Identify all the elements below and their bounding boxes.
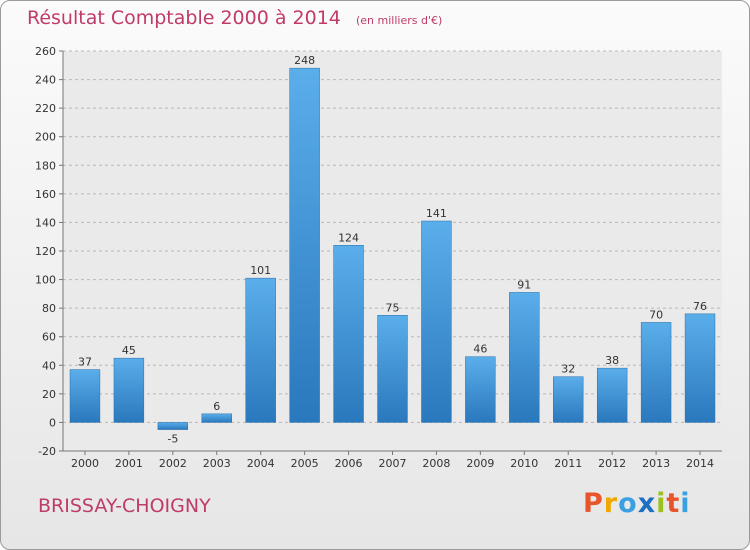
x-tick-label-2012: 2012	[598, 457, 626, 470]
bar-2014	[684, 313, 716, 423]
data-label-2008: 141	[426, 207, 447, 220]
bar-2000	[69, 369, 101, 423]
y-tick-label: 240	[35, 74, 56, 87]
data-label-2002: -5	[167, 433, 178, 446]
bar-layer	[69, 67, 716, 430]
y-tick-label: 100	[35, 274, 56, 287]
brand-letter: r	[603, 488, 619, 519]
bar-2002	[157, 422, 189, 430]
x-tick-label-2007: 2007	[379, 457, 407, 470]
bar-2011	[553, 376, 584, 423]
data-label-2005: 248	[294, 54, 315, 67]
brand-letter: o	[618, 488, 638, 519]
brand-letter: i	[656, 488, 667, 519]
y-tick-label: 120	[35, 245, 56, 258]
x-tick-label-2011: 2011	[554, 457, 582, 470]
y-tick-label: 0	[49, 416, 56, 429]
brand-letter: x	[637, 488, 657, 519]
bar-2009	[465, 356, 496, 423]
data-label-2014: 76	[693, 300, 707, 313]
x-tick-label-2002: 2002	[159, 457, 187, 470]
chart-subtitle: (en milliers d'€)	[355, 14, 443, 27]
bar-2013	[640, 322, 672, 423]
brand-logo: Proxiti	[583, 488, 691, 519]
bar-2003	[201, 413, 232, 423]
y-tick-label: 200	[35, 131, 56, 144]
data-label-2012: 38	[605, 354, 619, 367]
label-layer: -20 0 20 40 60 80 100 120 140 160 180 200 220 240 260 3…	[35, 45, 714, 470]
title-row: Résultat Comptable 2000 à 2014 (en milli…	[27, 7, 442, 29]
data-label-2001: 45	[122, 344, 136, 357]
x-tick-label-2014: 2014	[686, 457, 714, 470]
location-name: BRISSAY-CHOIGNY	[38, 495, 211, 517]
x-tick-label-2004: 2004	[247, 457, 275, 470]
bar-2012	[596, 367, 628, 423]
data-label-2013: 70	[649, 308, 663, 321]
x-tick-label-2013: 2013	[642, 457, 670, 470]
y-tick-label: 220	[35, 102, 56, 115]
x-tick-label-2009: 2009	[466, 457, 494, 470]
data-label-2011: 32	[561, 363, 575, 376]
data-label-2006: 124	[338, 231, 359, 244]
y-tick-label: 140	[35, 216, 56, 229]
y-tick-label: -20	[38, 445, 56, 458]
bar-2007	[377, 315, 408, 423]
x-tick-label-2003: 2003	[203, 457, 231, 470]
bar-2004	[245, 277, 276, 423]
x-tick-label-2000: 2000	[71, 457, 99, 470]
data-label-2003: 6	[213, 400, 220, 413]
chart-title: Résultat Comptable 2000 à 2014	[27, 7, 341, 29]
x-tick-label-2006: 2006	[335, 457, 363, 470]
data-label-2010: 91	[517, 278, 531, 291]
x-tick-label-2008: 2008	[422, 457, 450, 470]
bar-2010	[509, 292, 540, 423]
x-tick-label-2010: 2010	[510, 457, 538, 470]
y-tick-label: 20	[42, 388, 56, 401]
x-tick-label-2001: 2001	[115, 457, 143, 470]
data-label-2007: 75	[386, 301, 400, 314]
y-tick-label: 260	[35, 45, 56, 58]
y-tick-label: 180	[35, 159, 56, 172]
bar-2005	[289, 67, 320, 423]
data-label-2009: 46	[473, 343, 487, 356]
x-tick-label-2005: 2005	[291, 457, 319, 470]
y-tick-label: 60	[42, 331, 56, 344]
data-label-2000: 37	[78, 356, 92, 369]
y-tick-label: 80	[42, 302, 56, 315]
brand-letter: i	[680, 488, 691, 519]
bar-2006	[333, 245, 364, 423]
bar-2008	[421, 220, 452, 423]
y-tick-label: 40	[42, 359, 56, 372]
brand-letter: P	[583, 488, 604, 519]
bar-2001	[113, 357, 145, 423]
y-tick-label: 160	[35, 188, 56, 201]
data-label-2004: 101	[250, 264, 271, 277]
brand-letter: t	[666, 488, 681, 519]
